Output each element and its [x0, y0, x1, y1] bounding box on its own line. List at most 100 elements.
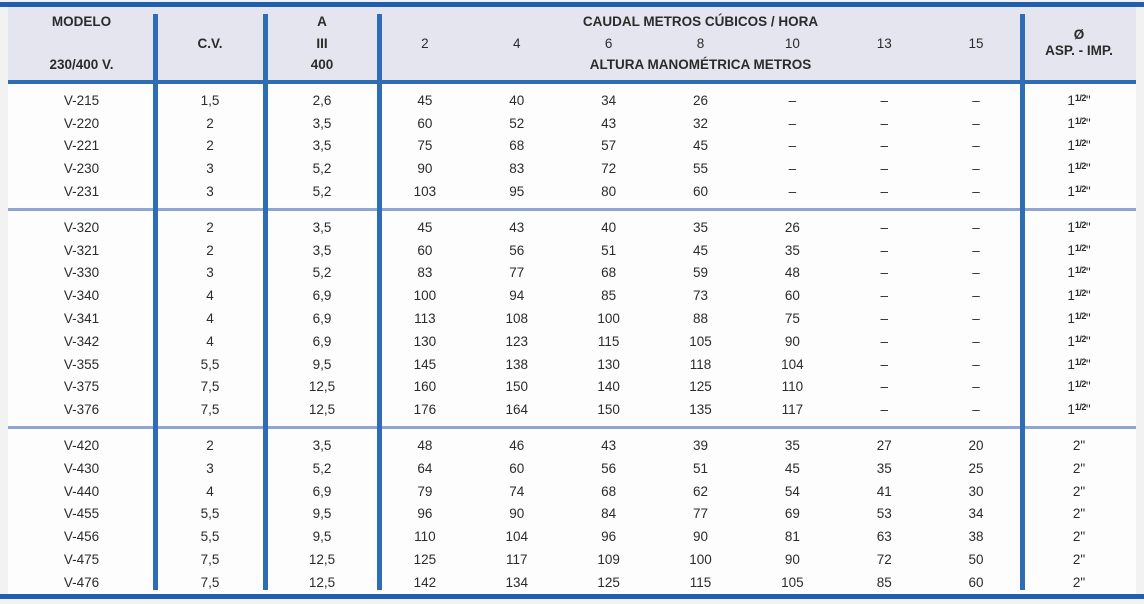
cell-flow-10: 105: [781, 574, 804, 590]
cell-flow-4: 83: [509, 161, 525, 177]
cell-modelo: V-342: [63, 333, 100, 349]
cell-flow-13: –: [880, 219, 888, 235]
diameter-fraction: 1/2: [1074, 288, 1087, 299]
cell-flow-13: –: [880, 288, 888, 304]
cell-flow-13: 85: [876, 574, 892, 590]
cell-amp: 2,6: [312, 92, 332, 108]
cell-flow-13: –: [880, 184, 888, 200]
diameter-fraction: 1/2: [1074, 115, 1087, 126]
cell-flow-8: 125: [689, 379, 712, 395]
cell-cv: 4: [206, 333, 214, 349]
cell-cv: 4: [206, 483, 214, 499]
cell-modelo: V-456: [63, 529, 100, 545]
cell-flow-6: 115: [597, 333, 620, 349]
cell-flow-6: 72: [601, 161, 617, 177]
cell-cv: 1,5: [200, 92, 220, 108]
cell-flow-8: 26: [692, 92, 708, 108]
cell-flow-13: –: [880, 161, 888, 177]
cell-flow-15: 60: [968, 574, 984, 590]
header-flow-title: CAUDAL METROS CÚBICOS / HORA: [582, 14, 819, 29]
cell-flow-6: 80: [601, 184, 617, 200]
cell-flow-15: –: [972, 138, 980, 154]
table-row: V-476 7,5 12,5 142 134 125 115 105 85 60 2": [8, 571, 1136, 594]
cell-flow-15: –: [972, 161, 980, 177]
header-cell-flow: CAUDAL METROS CÚBICOS / HORA 2 4 6 8 10 …: [379, 7, 1022, 80]
cell-flow-13: –: [880, 92, 888, 108]
cell-flow-2: 100: [413, 288, 437, 304]
cell-flow-10: 35: [784, 242, 800, 258]
cell-flow-10: 48: [784, 265, 800, 281]
cell-modelo: V-355: [63, 356, 100, 372]
cell-amp: 3,5: [312, 438, 332, 454]
cell-amp: 3,5: [312, 219, 332, 235]
header-amp-line3: 400: [310, 57, 334, 72]
cell-amp: 3,5: [312, 242, 332, 258]
cell-flow-4: 43: [509, 219, 525, 235]
cell-flow-6: 96: [601, 529, 617, 545]
cell-flow-10: 81: [784, 529, 800, 545]
cell-amp: 5,2: [312, 265, 332, 281]
cell-flow-13: 41: [876, 483, 892, 499]
cell-flow-6: 57: [601, 138, 617, 154]
table-row: V-341 4 6,9 113 108 100 88 75 – – 11/2": [8, 307, 1136, 330]
cell-cv: 2: [206, 438, 214, 454]
cell-modelo: V-341: [63, 311, 100, 327]
cell-flow-2: 60: [417, 115, 433, 131]
header-modelo-title: MODELO: [51, 14, 112, 29]
cell-flow-8: 88: [692, 311, 708, 327]
cell-flow-15: –: [972, 402, 980, 418]
cell-flow-10: 26: [784, 219, 800, 235]
cell-flow-8: 118: [689, 356, 712, 372]
cell-flow-13: 53: [876, 506, 892, 522]
cell-flow-6: 100: [597, 311, 620, 327]
cell-flow-15: –: [972, 242, 980, 258]
header-flow-col-15: 15: [968, 35, 984, 51]
cell-flow-13: –: [880, 115, 888, 131]
cell-flow-10: 104: [781, 356, 804, 372]
cell-flow-10: 69: [784, 506, 800, 522]
cell-flow-15: –: [972, 219, 980, 235]
cell-diameter: 11/2": [1067, 184, 1091, 200]
cell-flow-10: 54: [784, 483, 800, 499]
cell-flow-4: 90: [509, 506, 525, 522]
cell-flow-4: 95: [509, 184, 525, 200]
cell-modelo: V-440: [63, 483, 100, 499]
cell-amp: 6,9: [312, 333, 332, 349]
cell-flow-6: 34: [601, 92, 617, 108]
cell-modelo: V-230: [63, 161, 100, 177]
header-flow-col-10: 10: [784, 35, 800, 51]
cell-flow-6: 68: [601, 483, 617, 499]
cell-diameter: 11/2": [1067, 379, 1091, 395]
cell-flow-10: 90: [784, 552, 800, 568]
cell-amp: 6,9: [312, 311, 332, 327]
cell-diameter: 11/2": [1067, 219, 1091, 235]
cell-flow-2: 125: [413, 552, 437, 568]
header-flow-columns: 2 4 6 8 10 13 15: [379, 36, 1022, 51]
diameter-fraction: 1/2: [1074, 379, 1087, 390]
cell-flow-4: 46: [509, 438, 525, 454]
pump-table: MODELO 230/400 V. C.V. A III 400 CAUDAL …: [8, 7, 1136, 594]
cell-amp: 5,2: [312, 161, 332, 177]
cell-diameter: 2": [1072, 506, 1086, 522]
cell-flow-15: 50: [968, 552, 984, 568]
table-row: V-420 2 3,5 48 46 43 39 35 27 20 2": [8, 434, 1136, 457]
cell-flow-10: 45: [784, 460, 800, 476]
cell-flow-13: 27: [876, 438, 892, 454]
cell-flow-8: 51: [692, 460, 708, 476]
cell-diameter: 2": [1072, 529, 1086, 545]
cell-modelo: V-430: [63, 460, 100, 476]
cell-amp: 5,2: [312, 184, 332, 200]
group-separator-line: [8, 207, 1136, 211]
cell-diameter: 2": [1072, 483, 1086, 499]
cell-modelo: V-420: [63, 438, 100, 454]
cell-flow-2: 160: [413, 379, 437, 395]
cell-flow-2: 130: [413, 333, 437, 349]
cell-flow-15: 30: [968, 483, 984, 499]
cell-flow-13: –: [880, 356, 888, 372]
cell-flow-10: –: [788, 138, 797, 154]
cell-flow-6: 43: [601, 115, 617, 131]
cell-flow-4: 77: [509, 265, 525, 281]
cell-modelo: V-330: [63, 265, 100, 281]
cell-flow-6: 43: [601, 438, 617, 454]
cell-flow-13: 72: [876, 552, 892, 568]
